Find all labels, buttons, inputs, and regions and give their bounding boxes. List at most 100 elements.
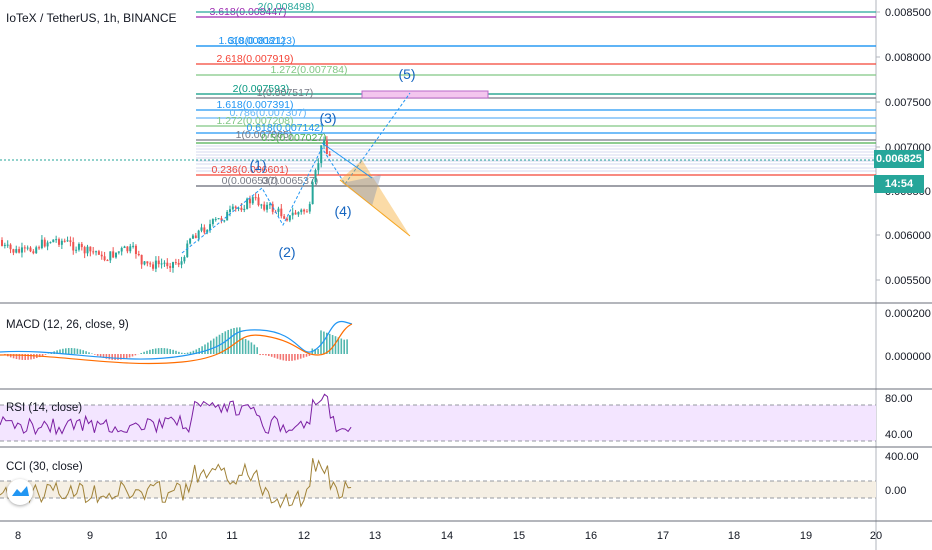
wave-label: (3) (319, 110, 336, 126)
candle-body (297, 212, 300, 215)
wave-label: (1) (249, 157, 266, 173)
indicator-tick-label: 40.00 (885, 429, 913, 441)
candle-body (72, 242, 75, 251)
fib-level-label: 0.618(0.007142) (246, 122, 323, 134)
candle-body (23, 247, 26, 249)
candle-body (115, 252, 117, 258)
candle-body (194, 235, 197, 239)
x-tick-label: 8 (15, 530, 21, 542)
projection-triangle (340, 160, 410, 236)
candle-body (143, 261, 146, 265)
candle-body (83, 247, 86, 254)
candle-body (254, 197, 257, 199)
wave-label: (4) (334, 203, 351, 219)
candle-body (177, 262, 180, 265)
candle-body (189, 238, 192, 244)
projection-line (339, 179, 411, 237)
candle-body (69, 240, 72, 243)
candle-body (223, 220, 226, 222)
candle-body (95, 251, 98, 253)
candle-body (257, 197, 260, 206)
candle-body (149, 263, 152, 265)
candle-body (152, 264, 155, 269)
candle-body (163, 262, 166, 264)
candle-body (77, 243, 80, 250)
candle-body (29, 247, 32, 252)
candle-body (123, 246, 126, 249)
fib-level-label: 2(0.008498) (258, 1, 315, 13)
candle-body (286, 218, 288, 221)
candle-body (172, 262, 174, 268)
x-tick-label: 16 (585, 530, 597, 542)
candle-body (303, 209, 306, 212)
candle-body (288, 215, 291, 221)
indicator-tick-label: 0.00 (885, 485, 906, 497)
candle-body (271, 204, 274, 212)
candle-body (206, 229, 209, 233)
candle-body (268, 204, 271, 206)
candle-body (146, 261, 149, 264)
candle-body (106, 260, 109, 262)
candle-body (260, 204, 263, 206)
price-tick-label: 0.008500 (885, 7, 931, 19)
candle-body (43, 239, 46, 247)
fib-level-label: 1.618(0.008123) (218, 35, 295, 47)
candle-body (134, 245, 137, 255)
candle-body (140, 254, 143, 265)
fib-level-label: 1.272(0.007784) (270, 64, 347, 76)
rsi-line (0, 393, 352, 436)
candle-body (157, 260, 160, 265)
macd-label: MACD (12, 26, close, 9) (6, 319, 129, 331)
fib-level-label: 1.272(0.007208) (216, 115, 293, 127)
candle-body (200, 227, 203, 231)
candle-body (229, 209, 231, 212)
candle-body (109, 251, 112, 261)
macd-line (0, 321, 353, 360)
candle-body (40, 239, 43, 249)
candle-body (35, 247, 38, 254)
candle-body (231, 206, 234, 210)
x-tick-label: 20 (870, 530, 882, 542)
x-tick-label: 13 (369, 530, 381, 542)
cci-label: CCI (30, close) (6, 461, 83, 473)
symbol-title: IoTeX / TetherUS, 1h, BINANCE (6, 11, 177, 25)
fib-level-label: 1(0.007517) (257, 87, 314, 99)
candle-body (305, 211, 308, 213)
candle-body (132, 245, 135, 247)
fib-level-label: 0.786(0.007307) (229, 107, 306, 119)
candle-body (120, 248, 123, 252)
fib-level-label: 0.236(0.006601) (211, 164, 288, 176)
candle-body (117, 251, 120, 253)
candle-body (314, 170, 317, 183)
candle-body (266, 204, 269, 210)
rsi-label: RSI (14, close) (6, 402, 83, 414)
candle-body (126, 246, 129, 252)
candle-body (49, 242, 52, 244)
candle-body (100, 254, 103, 257)
rsi-band (0, 405, 876, 441)
indicator-tick-label: 0.000200 (885, 308, 931, 320)
candle-body (317, 163, 320, 171)
indicator-tick-label: 80.00 (885, 393, 913, 405)
fib-level-label: 0(0.006537) (262, 175, 319, 187)
candle-body (89, 246, 92, 252)
x-tick-label: 19 (800, 530, 812, 542)
candle-body (300, 209, 303, 213)
channel-line (321, 142, 373, 179)
x-tick-label: 17 (657, 530, 669, 542)
candle-body (294, 212, 297, 215)
tradingview-logo-icon[interactable] (7, 479, 33, 505)
candle-body (209, 224, 212, 230)
candle-body (280, 208, 283, 217)
candle-body (137, 254, 140, 256)
fib-level-label: 2.618(0.007919) (216, 53, 293, 65)
candle-body (183, 257, 186, 262)
candle-body (103, 256, 106, 261)
cci-line (0, 458, 352, 509)
x-tick-label: 14 (441, 530, 453, 542)
fib-level-label: 2(0.007593) (233, 83, 290, 95)
candle-body (58, 239, 60, 245)
x-tick-label: 15 (513, 530, 525, 542)
